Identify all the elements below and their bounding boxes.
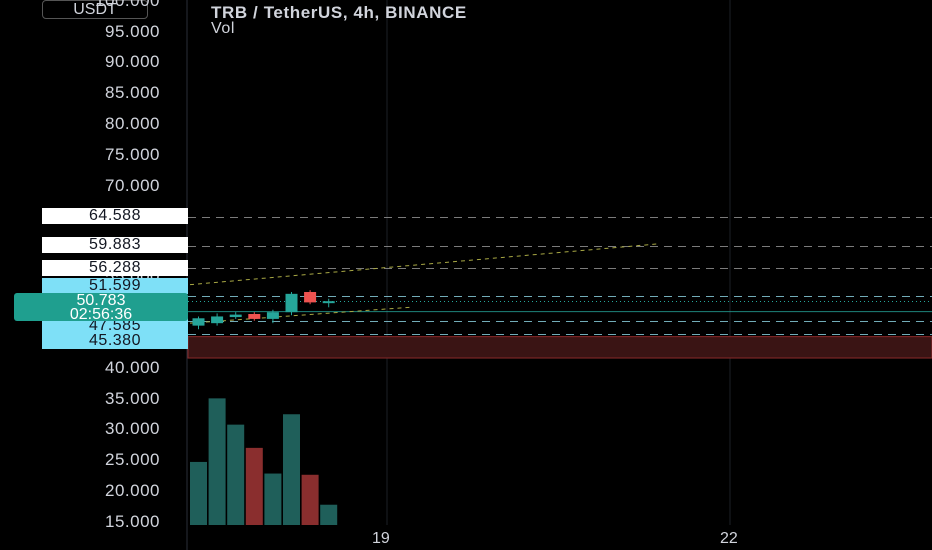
volume-bar: [208, 398, 226, 525]
axis-tick-label: 80.000: [105, 114, 160, 133]
time-label-19: 19: [372, 530, 390, 547]
currency-unit-button[interactable]: USDT: [42, 0, 148, 19]
axis-tick-label: 95.000: [105, 22, 160, 41]
volume-bar: [283, 414, 300, 525]
candle-body: [266, 312, 279, 319]
axis-tick-label: 75.000: [105, 145, 160, 164]
price-level-tag: 47.585: [42, 318, 188, 334]
price-level-tag: 51.599: [42, 278, 188, 294]
chart-title: TRB / TetherUS, 4h, BINANCE: [211, 3, 467, 22]
candle-body: [192, 318, 205, 326]
trend-line-upper: [189, 243, 661, 286]
current-price-value: 50.783: [76, 292, 126, 309]
candle-body: [229, 314, 242, 318]
volume-bar: [264, 473, 282, 525]
candle-body: [322, 301, 335, 304]
bar-countdown: 02:56:36: [69, 306, 133, 323]
axis-tick-label: 30.000: [105, 419, 160, 438]
volume-bar: [245, 447, 263, 525]
axis-tick-label: 70.000: [105, 176, 160, 195]
volume-bar: [301, 474, 319, 525]
axis-tick-label-partial: 100.000: [95, 0, 160, 10]
volume-bar: [320, 504, 338, 525]
price-level-tag: 56.288: [42, 260, 188, 276]
price-level-tag: 59.883: [42, 237, 188, 253]
axis-tick-label: 15.000: [105, 512, 160, 531]
volume-indicator-label[interactable]: Vol: [211, 20, 236, 37]
axis-tick-label: 85.000: [105, 83, 160, 102]
candle-body: [211, 316, 224, 324]
current-price-tag: 50.783 02:56:36: [14, 292, 188, 323]
price-level-tag: 64.588: [42, 208, 188, 224]
volume-bar: [227, 424, 245, 525]
candle-body: [248, 314, 261, 319]
time-label-22: 22: [720, 530, 738, 547]
axis-tick-label: 40.000: [105, 358, 160, 377]
support-zone: [187, 336, 932, 359]
price-level-tag: 45.380: [42, 333, 188, 349]
candle-body: [285, 293, 298, 313]
axis-tick-label: 20.000: [105, 481, 160, 500]
axis-tick-label: 35.000: [105, 389, 160, 408]
volume-bar: [190, 461, 207, 525]
candle-body: [304, 292, 317, 303]
axis-tick-label: 25.000: [105, 450, 160, 469]
axis-tick-label: 90.000: [105, 52, 160, 71]
